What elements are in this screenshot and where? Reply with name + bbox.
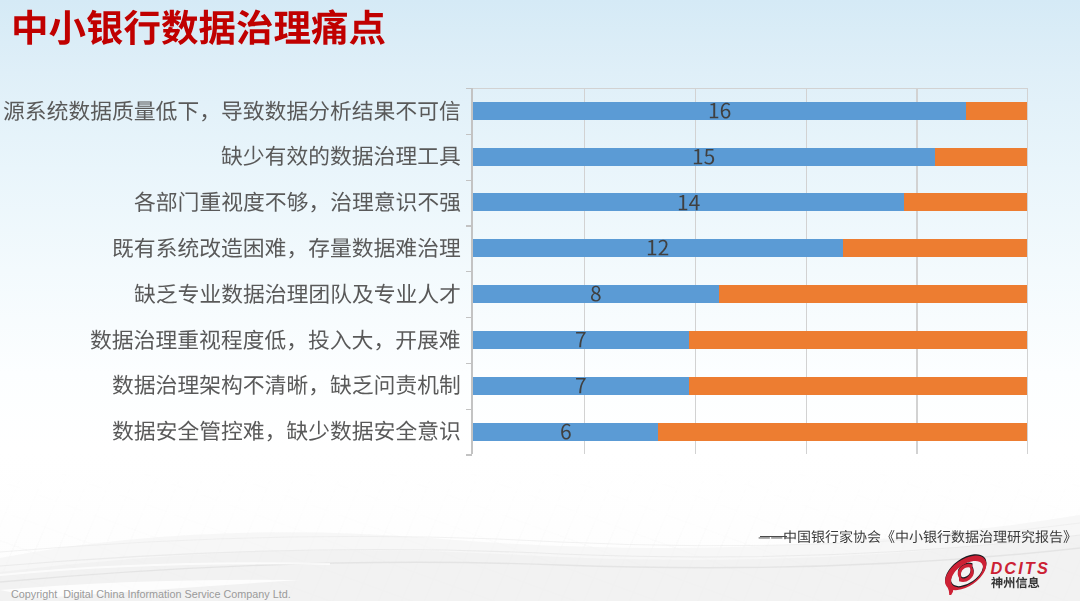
svg-text:DCITS: DCITS — [991, 559, 1050, 577]
